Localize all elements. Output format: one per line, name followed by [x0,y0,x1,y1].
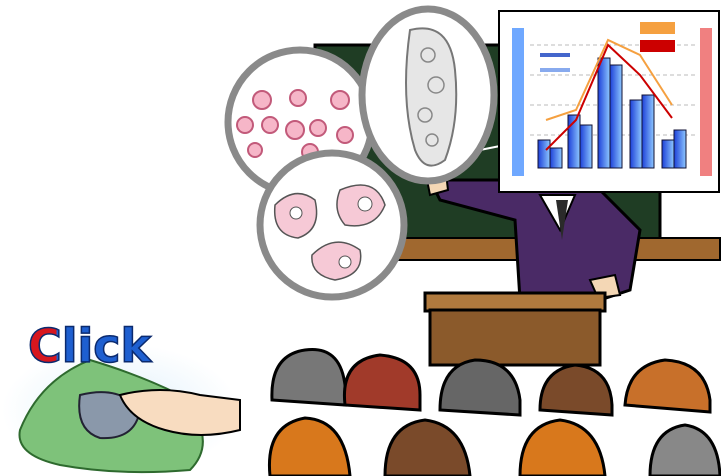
tissue-ellipse [358,5,498,185]
audience [267,347,721,476]
logo-label: Click [28,319,153,373]
click-logo: Click [2,318,241,476]
podium [423,291,607,367]
cell-circle [256,149,408,301]
chart-illustration [498,10,720,193]
